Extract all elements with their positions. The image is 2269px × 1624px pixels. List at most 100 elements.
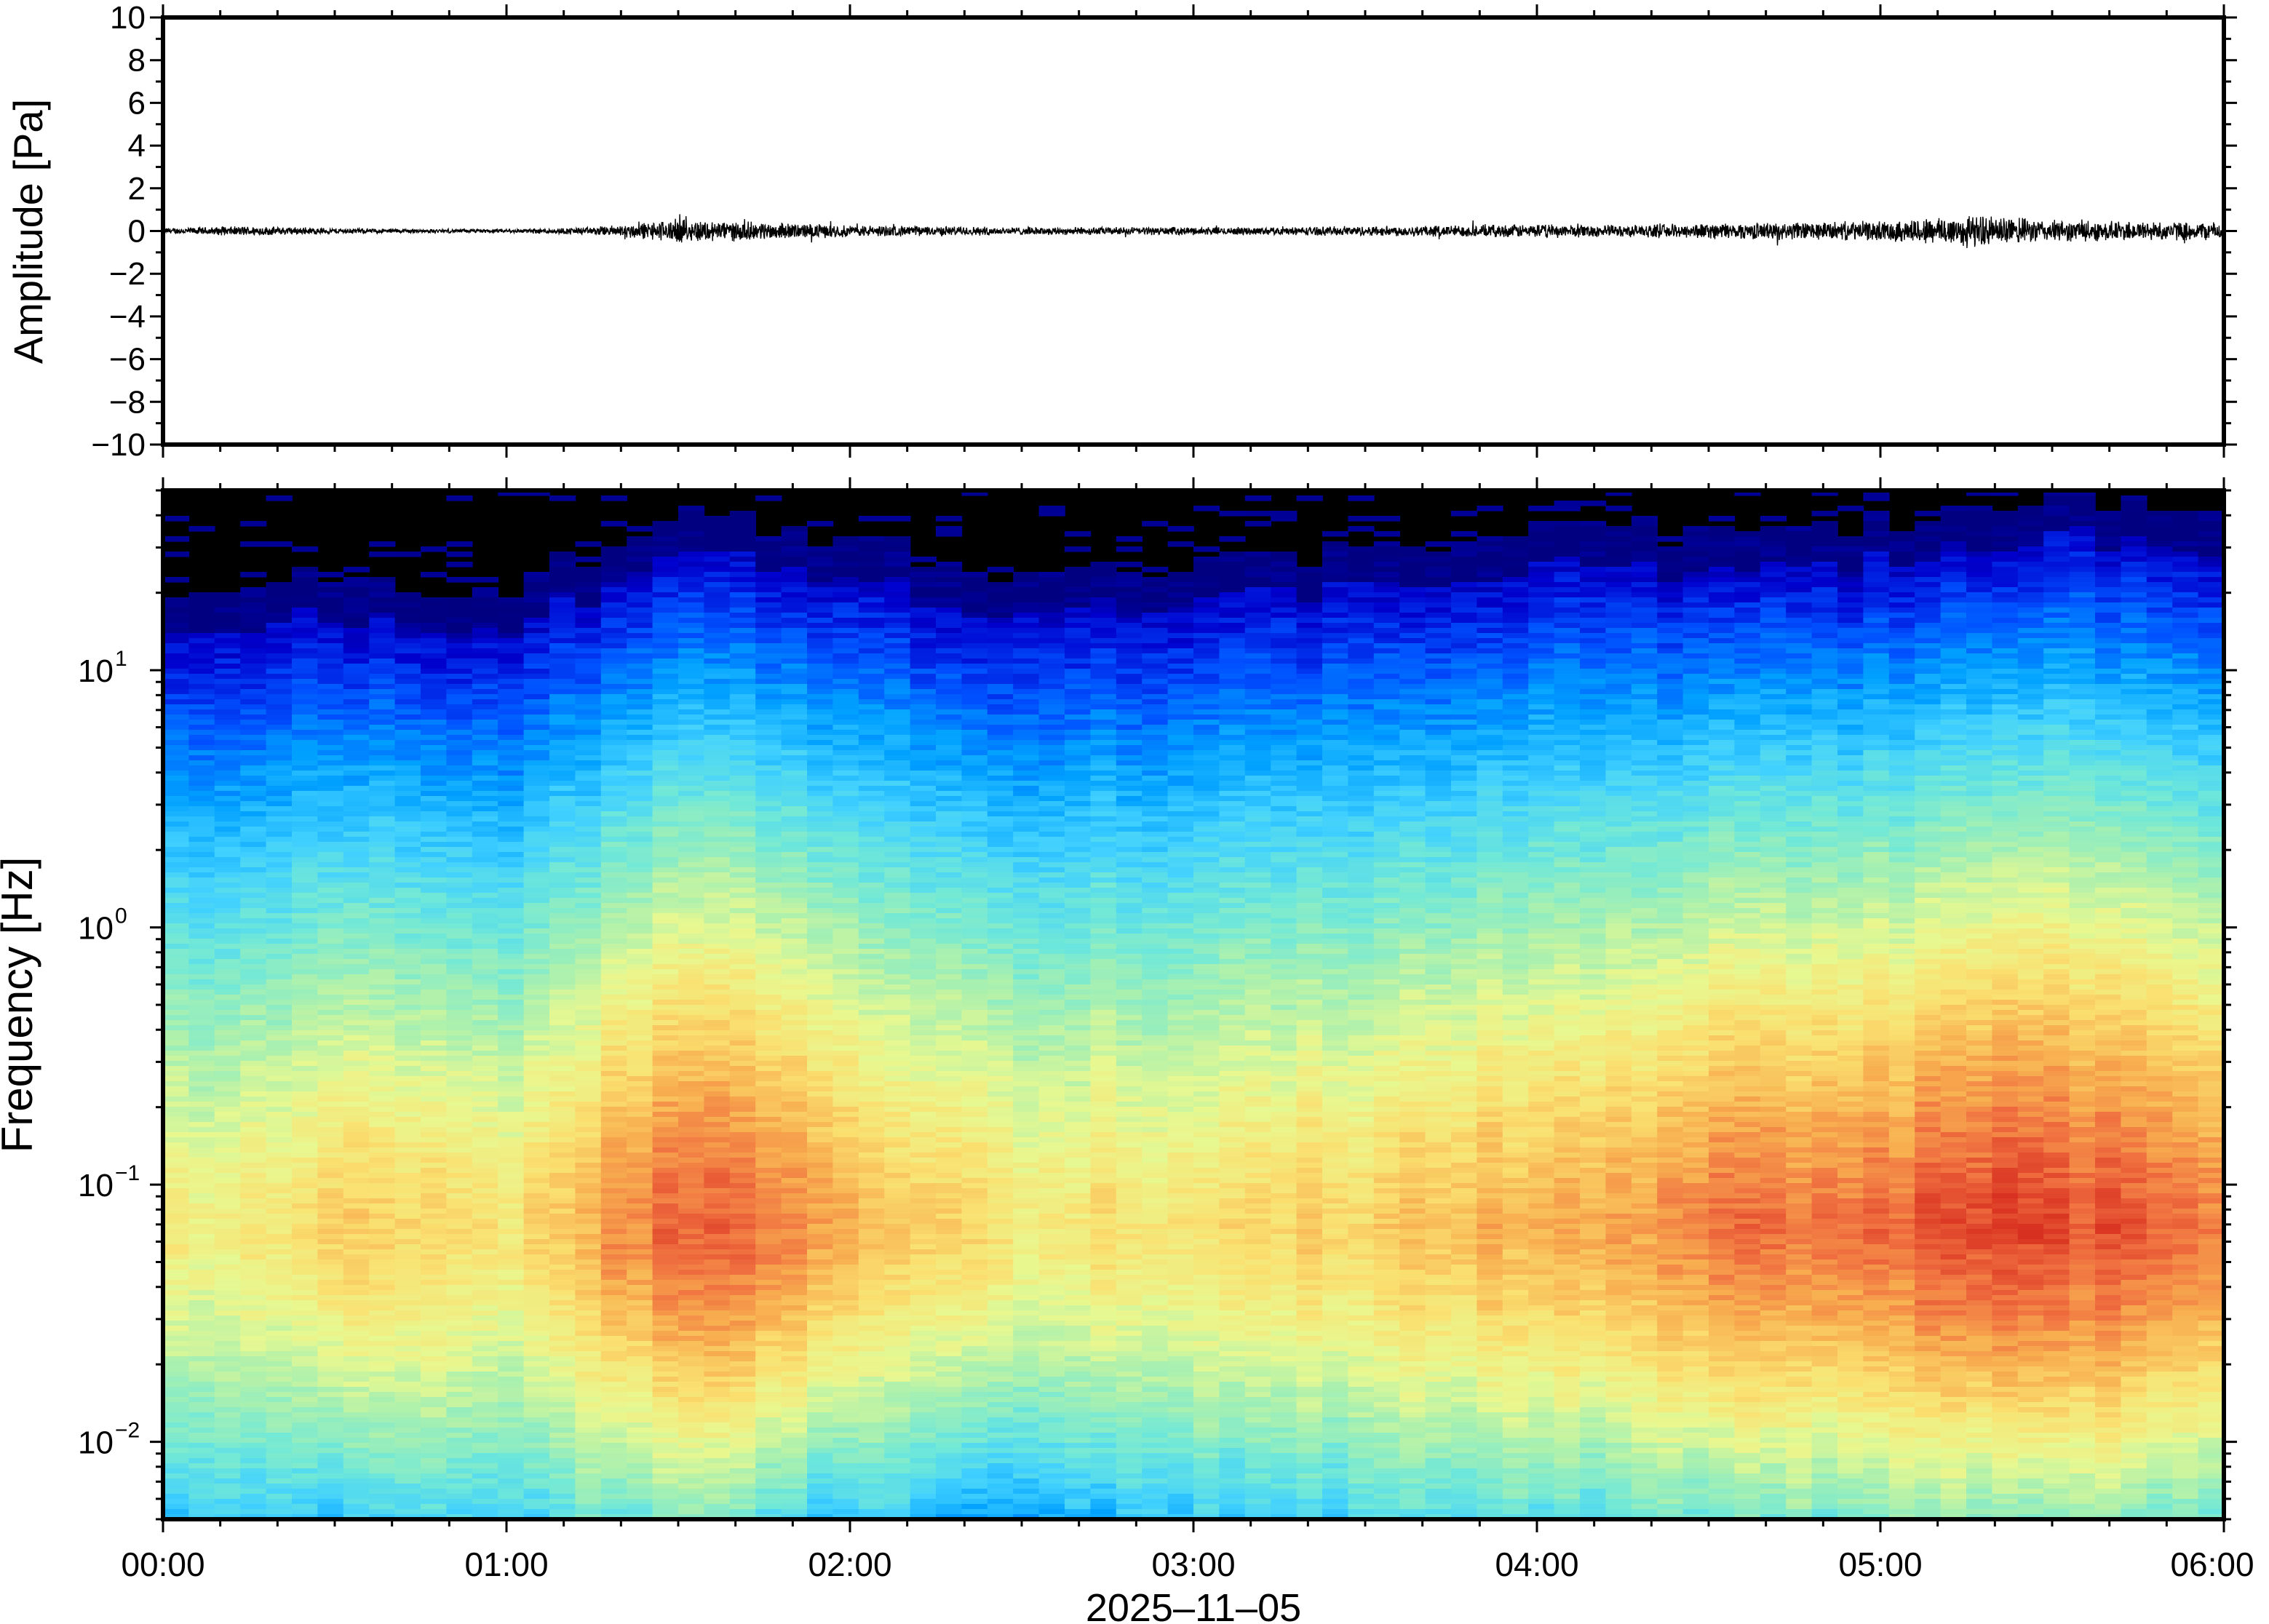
spectrogram-column bbox=[266, 495, 293, 1519]
spectrogram-column bbox=[1709, 516, 1736, 1519]
spectrogram-column bbox=[1013, 572, 1040, 1519]
spectrogram-column bbox=[1065, 531, 1092, 1519]
amplitude-tick-label: 4 bbox=[128, 128, 146, 164]
spectrogram-column bbox=[2198, 511, 2224, 1519]
amplitude-frame bbox=[161, 15, 2226, 447]
spectrogram-column bbox=[1142, 521, 1169, 1519]
time-tick-label: 05:00 bbox=[1838, 1545, 1922, 1583]
spectrogram-column bbox=[1580, 501, 1607, 1519]
spectrogram-column bbox=[1760, 516, 1787, 1519]
amplitude-tick-label: 2 bbox=[128, 171, 146, 207]
spectrogram-column bbox=[1682, 526, 1709, 1519]
time-tick-label: 00:00 bbox=[121, 1545, 204, 1583]
spectrogram-column bbox=[936, 516, 963, 1519]
spectrogram-column bbox=[1992, 490, 2019, 1519]
waveform-series bbox=[163, 214, 2224, 248]
waveform-line bbox=[163, 214, 2224, 248]
amplitude-tick-label: −2 bbox=[109, 256, 146, 292]
amplitude-tick-label: −10 bbox=[91, 427, 146, 463]
spectrogram-column bbox=[1940, 506, 1967, 1519]
amplitude-tick-label: 6 bbox=[128, 85, 146, 121]
frequency-tick-label: 10 bbox=[78, 911, 114, 947]
spectrogram-column bbox=[2069, 490, 2096, 1519]
amplitude-tick-label: −4 bbox=[109, 299, 146, 335]
frequency-tick-exponent: 0 bbox=[115, 904, 127, 928]
frequency-tick-exponent: −2 bbox=[115, 1419, 140, 1443]
spectrogram-column bbox=[652, 521, 679, 1519]
spectrogram-column bbox=[1322, 531, 1349, 1519]
spectrogram-column bbox=[2172, 511, 2199, 1519]
spectrogram-column bbox=[1373, 516, 1400, 1519]
spectrogram-column bbox=[1244, 495, 1271, 1519]
spectrogram-column bbox=[317, 572, 344, 1519]
spectrogram-column bbox=[807, 521, 834, 1519]
spectrogram-column bbox=[1451, 511, 1478, 1519]
spectrogram-column bbox=[961, 490, 988, 1519]
spectrogram-column bbox=[755, 495, 782, 1519]
time-tick-label: 02:00 bbox=[808, 1545, 891, 1583]
spectrogram-column bbox=[1915, 511, 1942, 1519]
amplitude-axis-label: Amplitude [Pa] bbox=[5, 99, 51, 364]
spectrogram-column bbox=[1554, 501, 1581, 1519]
frequency-tick-label: 10 bbox=[78, 653, 114, 689]
spectrogram-column bbox=[884, 516, 911, 1519]
frequency-tick-exponent: 1 bbox=[115, 647, 127, 671]
spectrogram-column bbox=[781, 526, 808, 1519]
frequency-tick-label: 10 bbox=[78, 1425, 114, 1461]
spectrogram-column bbox=[2121, 495, 2147, 1519]
spectrogram-column bbox=[292, 546, 319, 1519]
frequency-tick-label: 10 bbox=[78, 1168, 114, 1203]
spectrogram-column bbox=[1502, 536, 1529, 1519]
spectrogram-column bbox=[394, 552, 421, 1519]
spectrogram-column bbox=[910, 557, 937, 1519]
spectrogram-column bbox=[523, 490, 550, 1519]
spectrogram-column bbox=[1863, 490, 1890, 1519]
amplitude-tick-label: −8 bbox=[109, 384, 146, 420]
spectrogram-column bbox=[1193, 506, 1220, 1519]
time-tick-label: 06:00 bbox=[2170, 1545, 2254, 1583]
spectrogram-column bbox=[1399, 546, 1426, 1519]
spectrogram-column bbox=[575, 541, 602, 1519]
spectrogram-column bbox=[421, 546, 448, 1519]
spectrogram-column bbox=[1271, 511, 1298, 1519]
date-axis-label: 2025–11–05 bbox=[1086, 1586, 1301, 1624]
spectrogram-column bbox=[1425, 541, 1452, 1519]
amplitude-panel: 10 8 6 4 2 0 −2 −4 −6 −8 −10 Amplitude [Pa] bbox=[5, 0, 2237, 463]
spectrogram-column bbox=[704, 516, 731, 1519]
spectrogram-column bbox=[1631, 516, 1658, 1519]
spectrogram-column bbox=[600, 495, 627, 1519]
spectrogram-column bbox=[1477, 506, 1503, 1519]
spectrogram-column bbox=[1219, 511, 1246, 1519]
spectrogram-frame bbox=[161, 488, 2226, 1521]
spectrogram-column bbox=[549, 495, 576, 1519]
amplitude-tick-label: −6 bbox=[109, 342, 146, 378]
spectrogram-column bbox=[446, 495, 473, 1519]
spectrogram-column bbox=[1296, 495, 1323, 1519]
spectrogram-column bbox=[2043, 490, 2070, 1519]
spectrogram-column bbox=[343, 567, 370, 1519]
time-tick-label: 04:00 bbox=[1495, 1545, 1578, 1583]
spectrogram-column bbox=[498, 490, 525, 1519]
spectrogram-column bbox=[1038, 506, 1065, 1519]
spectrogram-column bbox=[2146, 511, 2173, 1519]
frequency-tick-exponent: −1 bbox=[115, 1161, 140, 1185]
spectrogram-column bbox=[214, 592, 241, 1519]
spectrogram-column bbox=[188, 526, 215, 1519]
time-tick-label: 01:00 bbox=[464, 1545, 548, 1583]
spectrogram-column bbox=[369, 541, 396, 1519]
spectrogram-column bbox=[678, 506, 705, 1519]
spectrogram-column bbox=[1657, 536, 1684, 1519]
amplitude-tick-label: 0 bbox=[128, 214, 146, 250]
spectrogram-column bbox=[2095, 511, 2122, 1519]
spectrogram-column bbox=[627, 526, 653, 1519]
spectrogram-column bbox=[729, 511, 756, 1519]
amplitude-tick-label: 8 bbox=[128, 43, 146, 79]
spectrogram-column bbox=[1966, 490, 1993, 1519]
spectrogram-heatmap bbox=[163, 490, 2224, 1519]
spectrogram-column bbox=[858, 516, 885, 1519]
spectrogram-column bbox=[2017, 506, 2044, 1519]
frequency-axis-label: Frequency [Hz] bbox=[0, 857, 41, 1153]
